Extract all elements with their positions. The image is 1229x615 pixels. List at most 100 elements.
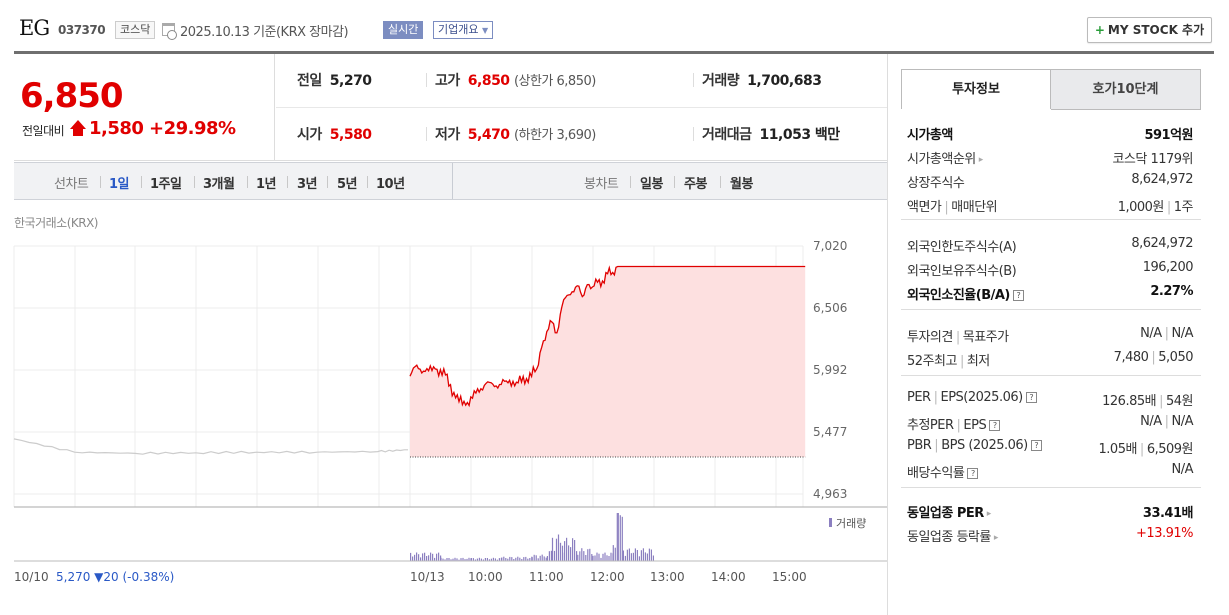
volume-bar: [452, 558, 454, 561]
volume-bar: [604, 552, 606, 561]
volume-bar: [478, 557, 480, 561]
tab-monthly-candle[interactable]: 월봉: [730, 177, 753, 192]
stat-label: 거래량: [702, 73, 740, 89]
tab-3year[interactable]: 3년: [297, 177, 318, 192]
tab-order-book[interactable]: 호가10단계: [1050, 69, 1201, 110]
info-value: 1,000원 | 1주: [1117, 200, 1194, 215]
info-value: 196,200: [1142, 260, 1194, 275]
stat-label: 고가: [435, 73, 460, 89]
volume-bar: [559, 542, 562, 561]
separator: |: [933, 390, 938, 405]
volume-bar: [428, 555, 430, 561]
volume-bar: [616, 513, 618, 561]
volume-bar: [533, 554, 535, 561]
help-icon[interactable]: ?: [1025, 392, 1037, 403]
tab-investment-info[interactable]: 투자정보: [901, 69, 1051, 110]
tab-10year[interactable]: 10년: [376, 177, 405, 192]
volume-bar: [414, 554, 416, 561]
info-row[interactable]: 시가총액순위 ▸ 코스닥 1179위: [907, 148, 1193, 168]
tabs-divider: [452, 163, 453, 199]
chart-period-tabs: 선차트 1일 1주일 3개월 1년 3년 5년 10년 봉차트 일봉 주봉 월봉: [14, 162, 887, 200]
company-overview-label: 기업개요: [438, 23, 479, 36]
info-row[interactable]: 동일업종 PER ▸ 33.41배: [907, 502, 1194, 522]
volume-bar: [529, 558, 531, 561]
separator: |: [934, 438, 939, 453]
help-icon[interactable]: ?: [1012, 290, 1024, 301]
volume-bar: [515, 557, 517, 561]
divider: [674, 176, 675, 188]
volume-bar: [503, 556, 505, 561]
info-value: 591억원: [1144, 128, 1193, 143]
stock-name: EG: [19, 16, 50, 40]
candle-chart-label: 봉차트: [584, 177, 619, 192]
volume-bar: [634, 548, 636, 561]
volume-bar: [628, 548, 630, 561]
info-row: 투자의견 | 목표주가 N/A | N/A: [907, 326, 1193, 346]
volume-bar: [585, 555, 587, 561]
x-tick-label: 14:00: [711, 570, 746, 584]
info-row[interactable]: 동일업종 등락률 ▸ +13.91%: [907, 526, 1193, 546]
prev-day-line: [13, 438, 408, 455]
help-icon[interactable]: ?: [967, 468, 979, 479]
volume-bar: [592, 555, 594, 561]
volume-bar: [507, 558, 509, 561]
tab-1year[interactable]: 1년: [256, 177, 277, 192]
prev-day-info: 5,270 ▼20 (-0.38%): [56, 570, 174, 584]
info-label: 52주최고 | 최저: [907, 354, 990, 369]
volume-bar: [494, 558, 496, 561]
volume-bar: [596, 552, 598, 561]
separator: |: [944, 200, 949, 215]
y-tick-label: 7,020: [813, 239, 847, 253]
volume-bar: [416, 552, 418, 561]
volume-bar: [617, 513, 619, 561]
y-axis-labels: 7,020 6,506 5,992 5,477 4,963: [813, 239, 847, 501]
info-label: 추정PER | EPS?: [907, 414, 1001, 433]
separator: |: [1166, 200, 1171, 215]
info-value: 8,624,972: [1131, 236, 1193, 251]
divider: [426, 127, 427, 141]
volume-bar: [550, 550, 552, 561]
tab-5year[interactable]: 5년: [337, 177, 358, 192]
volume-bar: [460, 558, 462, 561]
volume-bar: [456, 558, 458, 561]
tab-3month[interactable]: 3개월: [203, 177, 235, 192]
add-my-stock-button[interactable]: + MY STOCK 추가: [1087, 17, 1212, 43]
add-my-stock-label: MY STOCK 추가: [1107, 23, 1205, 37]
x-tick-label: 10/13: [410, 570, 445, 584]
help-icon[interactable]: ?: [1030, 440, 1042, 451]
volume-bar: [602, 553, 604, 561]
volume-bar: [543, 556, 545, 561]
price-chart[interactable]: 7,020 6,506 5,992 5,477 4,963 거래량 10/13 10:00…: [0, 230, 887, 615]
volume-bar: [492, 557, 494, 561]
volume-bar: [488, 559, 490, 561]
tab-1week[interactable]: 1주일: [150, 177, 182, 192]
volume-bar: [468, 557, 470, 561]
divider: [720, 176, 721, 188]
panel-divider: [887, 54, 888, 615]
volume-bar: [638, 556, 640, 561]
volume-bar: [509, 556, 511, 561]
stat-low: 저가 5,470 (하한가 3,690): [435, 124, 596, 144]
volume-bar: [624, 555, 626, 561]
help-icon[interactable]: ?: [989, 420, 1001, 431]
info-row: 배당수익률? N/A: [907, 462, 1193, 482]
volume-bar: [519, 557, 521, 561]
stat-value: 11,053 백만: [759, 127, 841, 143]
volume-bar: [464, 559, 466, 561]
realtime-badge[interactable]: 실시간: [383, 21, 424, 39]
volume-bar: [612, 545, 614, 561]
info-value: 1.05배 | 6,509원: [1098, 442, 1194, 457]
volume-bar: [566, 537, 568, 561]
info-value: N/A: [1171, 462, 1194, 477]
tab-weekly-candle[interactable]: 주봉: [684, 177, 707, 192]
tab-daily-candle[interactable]: 일봉: [640, 177, 663, 192]
info-label: PER | EPS(2025.06)?: [907, 390, 1037, 405]
tab-1day[interactable]: 1일: [109, 177, 130, 192]
volume-bar: [551, 537, 554, 561]
current-price-panel: 6,850 전일대비 1,580 +29.98%: [14, 54, 275, 161]
stat-label: 전일: [297, 73, 322, 89]
company-overview-dropdown[interactable]: 기업개요 ▼: [433, 21, 494, 39]
y-tick-label: 5,992: [813, 363, 847, 377]
separator: |: [1164, 326, 1169, 341]
volume-bar: [498, 558, 500, 561]
